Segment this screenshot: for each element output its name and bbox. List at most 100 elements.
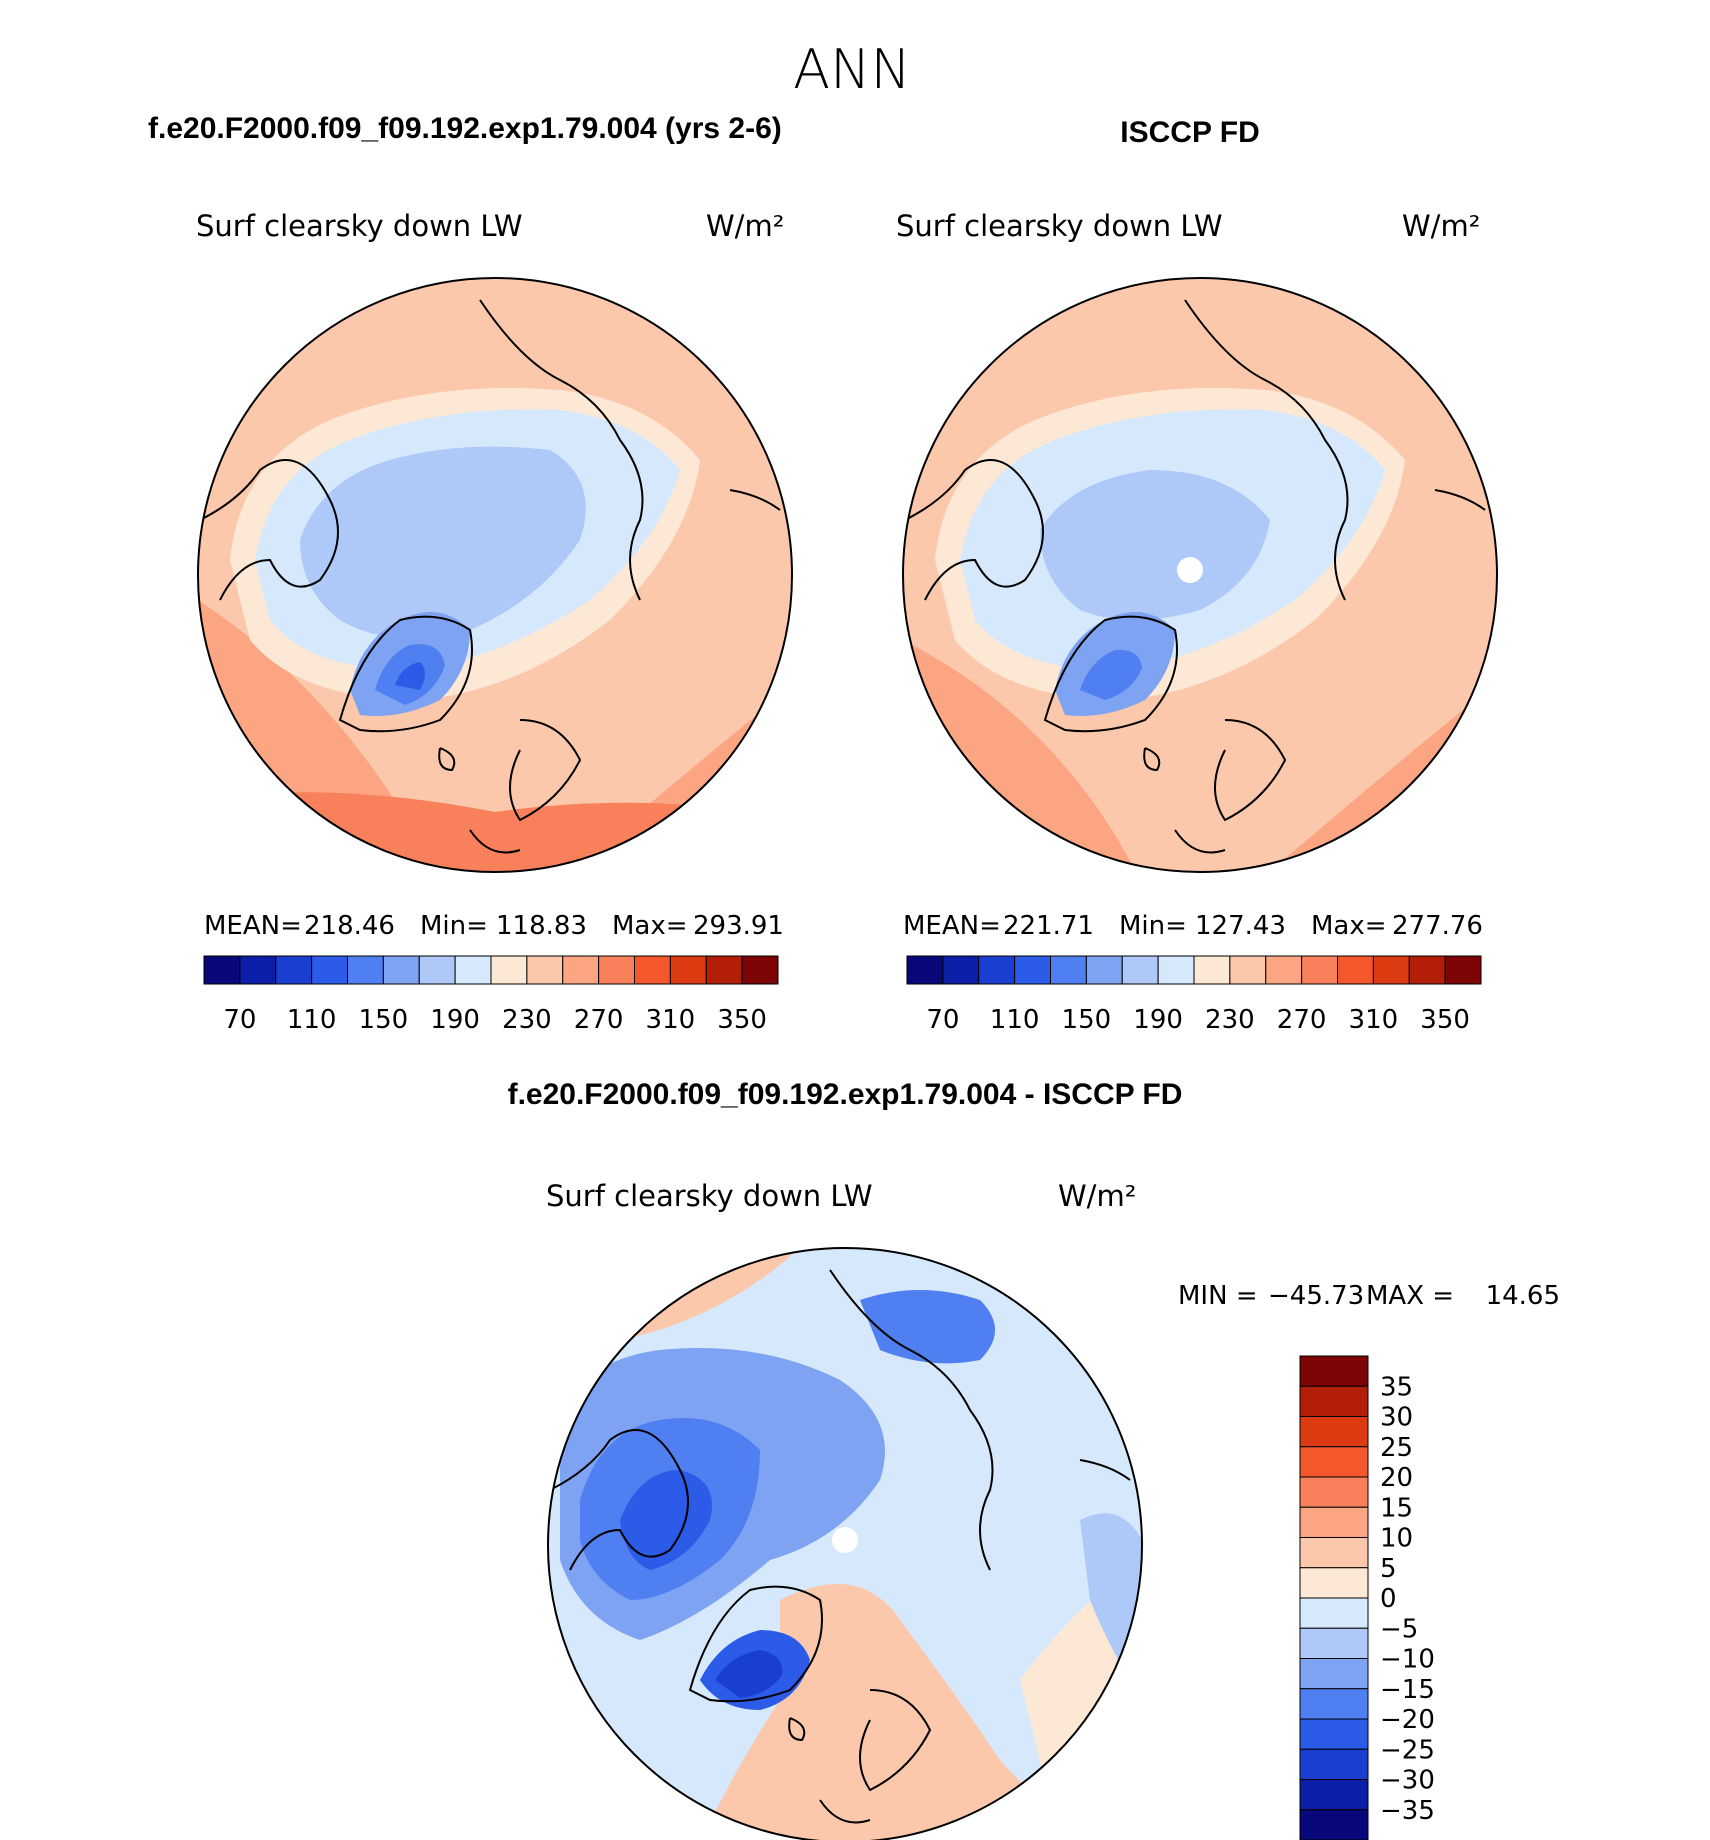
map-fill-190-210	[1040, 470, 1270, 620]
colorbar-swatch	[978, 955, 1016, 985]
colorbar-swatch	[311, 955, 348, 985]
panel-model-mean-value: 218.46	[304, 911, 395, 941]
map-coastlines	[199, 299, 781, 854]
colorbar-swatch	[906, 955, 944, 985]
map-missing-data	[832, 1527, 858, 1553]
colorbar-tick-label: 70	[223, 1005, 256, 1035]
colorbar-swatch	[275, 955, 313, 985]
colorbar-tick-label: −30	[1380, 1766, 1435, 1796]
colorbar-tick-label: 15	[1380, 1493, 1413, 1523]
panel-model-title: Surf clearsky down LW	[196, 209, 523, 243]
colorbar-tick-label: 150	[359, 1005, 409, 1035]
map-fill-minus20-minus25	[620, 1470, 712, 1570]
panel-model-colorbar	[203, 955, 779, 985]
map-border	[197, 277, 793, 873]
colorbar-tick-label: 270	[574, 1005, 624, 1035]
colorbar-swatch	[1265, 955, 1303, 985]
panel-diff-units: W/m²	[1058, 1179, 1136, 1213]
map-coastlines	[904, 299, 1486, 854]
colorbar-swatch	[562, 955, 600, 985]
colorbar-swatch	[669, 955, 707, 985]
colorbar-swatch	[1157, 955, 1195, 985]
colorbar-swatch	[1299, 1416, 1369, 1448]
colorbar-swatch	[1299, 1718, 1369, 1750]
colorbar-swatch	[942, 955, 980, 985]
colorbar-tick-label: 310	[1349, 1005, 1399, 1035]
colorbar-swatch	[1299, 1476, 1369, 1508]
colorbar-swatch	[1301, 955, 1338, 985]
colorbar-tick-label: 350	[717, 1005, 767, 1035]
map-fill-minus25-minus30	[715, 1650, 783, 1698]
colorbar-swatch	[1121, 955, 1159, 985]
panel-obs-min-value: 127.43	[1195, 911, 1286, 941]
panel-diff-max-value: 14.65	[1486, 1281, 1560, 1311]
colorbar-swatch	[1408, 955, 1446, 985]
panel-model-map	[198, 278, 792, 872]
panel-obs-max-label: Max=	[1311, 911, 1387, 941]
colorbar-swatch	[1050, 955, 1087, 985]
colorbar-swatch	[1014, 955, 1051, 985]
colorbar-tick-label: 70	[926, 1005, 959, 1035]
panel-obs-colorbar-ticks: 70 110 150 190 230 270 310 350	[926, 1005, 1470, 1035]
colorbar-swatch	[1299, 1658, 1369, 1690]
colorbar-swatch	[1299, 1688, 1369, 1720]
panel-model-header: f.e20.F2000.f09_f09.192.exp1.79.004 (yrs…	[148, 112, 782, 145]
colorbar-swatch	[1299, 1506, 1369, 1538]
colorbar-swatch	[1299, 1597, 1369, 1629]
colorbar-tick-label: 20	[1380, 1463, 1413, 1493]
colorbar-tick-label: 190	[1133, 1005, 1183, 1035]
colorbar-swatch	[347, 955, 384, 985]
colorbar-tick-label: 0	[1380, 1584, 1397, 1614]
panel-obs-map	[903, 278, 1497, 872]
colorbar-tick-label: 35	[1380, 1372, 1413, 1402]
colorbar-swatch	[1299, 1748, 1369, 1780]
colorbar-tick-label: −35	[1380, 1796, 1435, 1826]
colorbar-tick-label: −5	[1380, 1614, 1418, 1644]
colorbar-tick-label: 230	[502, 1005, 552, 1035]
panel-obs: ISCCP FD Surf clearsky down LW W/m² MEAN…	[896, 116, 1498, 1035]
map-fill-150-170	[1080, 649, 1142, 700]
panel-model-min-label: Min=	[420, 911, 488, 941]
colorbar-swatch	[1299, 1627, 1369, 1659]
colorbar-swatch	[203, 955, 241, 985]
colorbar-tick-label: 110	[287, 1005, 337, 1035]
colorbar-tick-label: 110	[990, 1005, 1040, 1035]
map-fill-130-150	[395, 662, 425, 690]
panel-diff-min-value: −45.73	[1268, 1281, 1364, 1311]
colorbar-tick-label: 5	[1380, 1554, 1397, 1584]
colorbar-tick-label: 270	[1277, 1005, 1327, 1035]
map-fill-190-210	[300, 446, 586, 638]
colorbar-swatch	[1299, 1355, 1369, 1387]
panel-model-colorbar-ticks: 70 110 150 190 230 270 310 350	[223, 1005, 767, 1035]
colorbar-tick-label: 350	[1420, 1005, 1470, 1035]
colorbar-swatch	[1299, 1779, 1369, 1811]
map-border	[547, 1247, 1143, 1840]
figure-title: ANN	[793, 38, 911, 101]
colorbar-tick-label: 150	[1062, 1005, 1112, 1035]
panel-model-max-label: Max=	[612, 911, 688, 941]
colorbar-swatch	[1085, 955, 1123, 985]
map-border	[902, 277, 1498, 873]
panel-diff-min-label: MIN =	[1178, 1281, 1258, 1311]
colorbar-swatch	[382, 955, 420, 985]
colorbar-tick-label: −15	[1380, 1675, 1435, 1705]
panel-diff-colorbar	[1299, 1355, 1369, 1840]
map-fill-minus15-minus20	[860, 1290, 995, 1364]
colorbar-swatch	[1372, 955, 1410, 985]
colorbar-swatch	[1299, 1446, 1369, 1478]
map-coastlines	[549, 1269, 1131, 1824]
map-fill-290-310	[260, 278, 340, 307]
colorbar-swatch	[526, 955, 564, 985]
colorbar-swatch	[1299, 1809, 1369, 1840]
panel-model-min-value: 118.83	[496, 911, 587, 941]
colorbar-swatch	[490, 955, 528, 985]
colorbar-swatch	[418, 955, 456, 985]
map-fill-5-10	[700, 1584, 1142, 1840]
panel-obs-header: ISCCP FD	[1120, 116, 1259, 149]
colorbar-swatch	[1299, 1385, 1369, 1417]
colorbar-tick-label: −25	[1380, 1735, 1435, 1765]
panel-diff-header: f.e20.F2000.f09_f09.192.exp1.79.004 - IS…	[508, 1078, 1183, 1111]
colorbar-swatch	[1337, 955, 1374, 985]
